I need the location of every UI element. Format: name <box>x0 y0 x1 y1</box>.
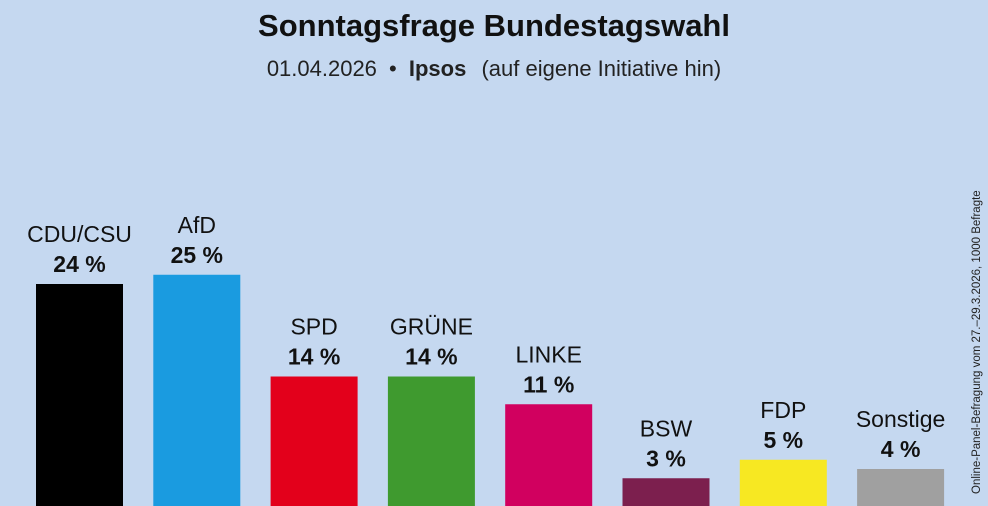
subtitle-date: 01.04.2026 <box>267 56 377 81</box>
bar-cdu-csu <box>36 284 123 506</box>
bar-value-label-afd: 25 % <box>171 242 223 268</box>
bar-category-label-linke: LINKE <box>515 341 581 367</box>
subtitle-institute: Ipsos <box>409 56 466 81</box>
bar-category-label-sonstige: Sonstige <box>856 406 946 432</box>
bar-bsw <box>622 478 710 506</box>
bar-value-label-spd: 14 % <box>288 344 340 370</box>
chart-subtitle: 01.04.2026 • Ipsos (auf eigene Initiativ… <box>267 56 721 81</box>
bar-afd <box>153 274 241 506</box>
chart-title: Sonntagsfrage Bundestagswahl <box>258 8 730 43</box>
bar-gr-ne <box>387 376 475 506</box>
bar-sonstige <box>857 469 945 506</box>
bar-fdp <box>739 459 827 506</box>
bar-value-label-fdp: 5 % <box>763 427 803 453</box>
bar-category-label-gr-ne: GRÜNE <box>390 314 473 340</box>
bar-spd <box>270 376 358 506</box>
bar-category-label-afd: AfD <box>178 212 216 238</box>
bar-category-label-cdu-csu: CDU/CSU <box>27 221 132 247</box>
bar-value-label-bsw: 3 % <box>646 445 686 471</box>
subtitle-note: (auf eigene Initiative hin) <box>481 56 721 81</box>
subtitle-separator: • <box>389 56 397 81</box>
bar-category-label-bsw: BSW <box>640 415 693 441</box>
bar-linke <box>505 404 593 506</box>
bar-category-label-fdp: FDP <box>760 397 806 423</box>
bar-value-label-gr-ne: 14 % <box>405 344 457 370</box>
bar-value-label-sonstige: 4 % <box>881 436 921 462</box>
survey-note: Online-Panel-Befragung vom 27.–29.3.2026… <box>971 190 983 494</box>
bar-value-label-linke: 11 % <box>523 371 574 397</box>
bar-category-label-spd: SPD <box>290 314 337 340</box>
bar-value-label-cdu-csu: 24 % <box>53 251 105 277</box>
bars-group: 24 % CDU/CSU 25 % AfD 14 % SPD 14 % GRÜNE 11 % LI… <box>27 212 945 506</box>
